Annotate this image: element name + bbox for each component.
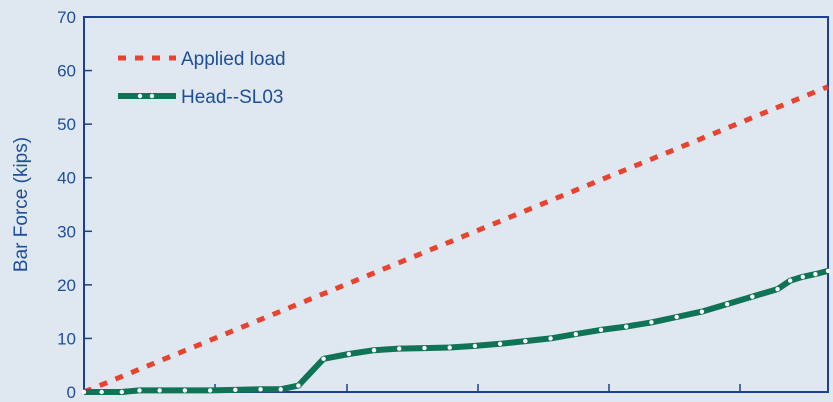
series-head-sl03-point — [346, 351, 352, 357]
series-head-sl03-point — [157, 388, 162, 393]
plot-area — [83, 16, 829, 393]
legend: Applied load Head--SL03 — [118, 49, 286, 108]
series-head-sl03-point — [296, 383, 301, 388]
series-head-sl03-point — [775, 286, 780, 292]
series-head-sl03-point — [137, 388, 142, 393]
series-head-sl03-point — [81, 389, 87, 395]
series-head-sl03-point — [99, 389, 104, 395]
y-axis: 0 10 20 30 40 50 60 70 — [57, 8, 92, 402]
series-head-sl03-point — [649, 320, 654, 325]
series-head-sl03-point — [548, 336, 553, 341]
series-head-sl03-point — [800, 274, 805, 280]
series-head-sl03-point — [278, 387, 283, 392]
series-head-sl03-point — [674, 314, 679, 320]
series-head-sl03-point — [119, 389, 125, 395]
x-axis — [83, 384, 741, 392]
y-tick-label: 40 — [57, 169, 76, 188]
series-layer — [81, 84, 831, 395]
series-head-sl03-point — [787, 278, 793, 283]
y-axis-title: Bar Force (kips) — [11, 137, 32, 272]
series-head-sl03-point — [598, 327, 604, 333]
legend-label: Head--SL03 — [181, 87, 283, 108]
series-head-sl03-point — [447, 345, 452, 350]
series-head-sl03-point — [397, 346, 402, 351]
series-head-sl03-point — [523, 338, 528, 344]
series-head-sl03-line — [84, 267, 829, 395]
series-head-sl03-point — [472, 343, 478, 349]
series-head-sl03-point — [233, 387, 238, 393]
series-head-sl03-point — [258, 387, 263, 392]
legend-swatch-dot — [137, 93, 143, 99]
y-tick-label: 50 — [57, 115, 76, 134]
series-head-sl03-point — [321, 356, 326, 361]
y-tick-label: 20 — [57, 276, 76, 295]
series-head-sl03-point — [573, 331, 578, 337]
series-head-sl03-point — [497, 341, 503, 346]
series-head-sl03-point — [724, 301, 730, 307]
series-head-sl03-point — [813, 271, 818, 277]
series-head-sl03-point — [750, 294, 755, 299]
y-tick-label: 10 — [57, 329, 76, 348]
series-head-sl03-point — [207, 388, 213, 393]
y-tick-label: 60 — [57, 62, 76, 81]
series-head-sl03-point — [825, 268, 831, 274]
series-head-sl03-point — [182, 388, 188, 393]
series-head-sl03-point — [699, 309, 705, 314]
legend-label: Applied load — [181, 49, 286, 70]
y-tick-label: 30 — [57, 222, 76, 241]
series-head-sl03-point — [371, 348, 377, 353]
series-head-sl03-point — [422, 345, 427, 351]
y-tick-label: 0 — [67, 383, 76, 402]
legend-swatch-dot — [149, 93, 155, 99]
series-head-sl03-point — [624, 324, 629, 329]
series-applied-load-line — [83, 84, 829, 395]
y-tick-label: 70 — [57, 8, 76, 27]
